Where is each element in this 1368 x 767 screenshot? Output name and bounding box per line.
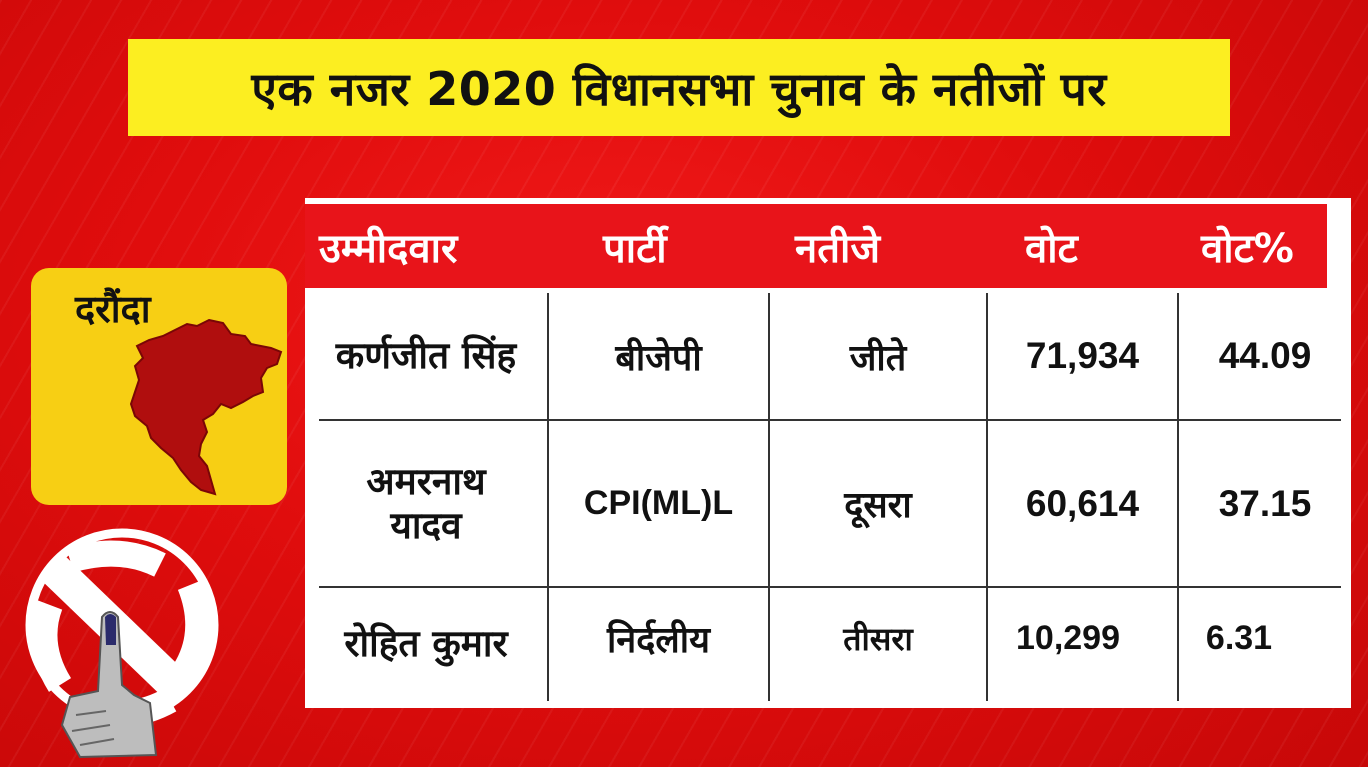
table-row-3-candidate: रोहित कुमार [344, 622, 508, 665]
table-row-1-candidate: कर्णजीत सिंह [335, 334, 517, 377]
column-divider [1177, 293, 1179, 701]
table-row-2-candidate-cell: अमरनाथ यादव [305, 421, 547, 586]
table-header-row: उम्मीदवार पार्टी नतीजे वोट वोट% [305, 204, 1327, 288]
constituency-card: दरौंदा [31, 268, 287, 505]
header-vote-percent: वोट% [1201, 225, 1294, 272]
election-commission-logo-icon [25, 528, 219, 759]
header-candidate: उम्मीदवार [319, 225, 458, 272]
table-row-3-votes: 10,299 [1016, 618, 1120, 657]
header-result: नतीजे [795, 225, 881, 272]
inked-finger-icon [60, 611, 158, 759]
constituency-map-icon [129, 318, 283, 496]
table-row-1-party: बीजेपी [615, 337, 702, 379]
row-divider [319, 586, 1341, 588]
results-table: उम्मीदवार पार्टी नतीजे वोट वोट% कर्णजीत … [305, 198, 1351, 708]
table-row-2-vote-percent: 37.15 [1218, 482, 1312, 524]
table-row-2-result: दूसरा [844, 485, 912, 526]
page-title: एक नजर 2020 विधानसभा चुनाव के नतीजों पर [251, 61, 1107, 116]
table-row-3-result: तीसरा [843, 619, 913, 658]
table-row-2-party: CPI(ML)L [583, 484, 734, 522]
table-row-2-candidate: अमरनाथ यादव [366, 459, 486, 547]
header-votes: वोट [1025, 225, 1078, 272]
title-banner: एक नजर 2020 विधानसभा चुनाव के नतीजों पर [128, 39, 1230, 136]
header-party: पार्टी [603, 225, 667, 272]
table-row-2-votes: 60,614 [1025, 482, 1140, 524]
column-divider [768, 293, 770, 701]
row-divider [319, 419, 1341, 421]
column-divider [547, 293, 549, 701]
table-row-3-party: निर्दलीय [606, 619, 711, 661]
table-row-3-vote-percent: 6.31 [1205, 618, 1273, 657]
column-divider [986, 293, 988, 701]
table-row-1-vote-percent: 44.09 [1218, 335, 1312, 376]
constituency-name: दरौंदा [75, 287, 151, 331]
table-row-1-result: जीते [849, 337, 907, 379]
table-row-1-votes: 71,934 [1025, 335, 1140, 376]
